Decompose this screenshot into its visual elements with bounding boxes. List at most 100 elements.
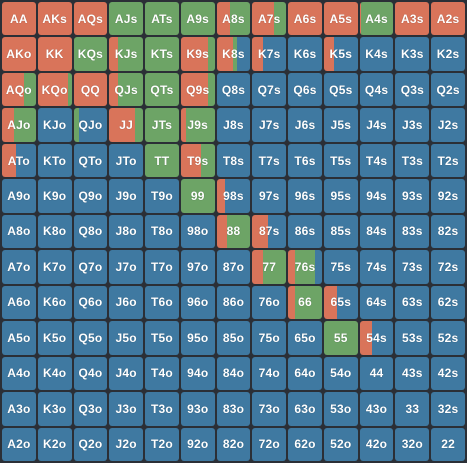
hand-cell[interactable]: 33 [395, 392, 430, 426]
hand-cell[interactable]: 88 [216, 214, 251, 249]
hand-cell[interactable]: T4o [145, 356, 179, 391]
hand-cell[interactable]: K8o [37, 214, 72, 249]
hand-cell[interactable]: 32s [431, 392, 465, 426]
hand-cell[interactable]: Q7o [73, 250, 108, 284]
hand-cell[interactable]: T7s [252, 143, 287, 178]
hand-cell[interactable]: QJs [109, 72, 144, 107]
hand-cell[interactable]: K4o [37, 356, 72, 391]
hand-cell[interactable]: 93o [180, 392, 215, 426]
hand-cell[interactable]: 86s [288, 214, 322, 249]
hand-cell[interactable]: 55 [323, 321, 358, 355]
hand-cell[interactable]: K6s [288, 37, 322, 71]
hand-cell[interactable]: K5o [37, 321, 72, 355]
hand-cell[interactable]: A5s [323, 2, 358, 36]
hand-cell[interactable]: T5s [323, 143, 358, 178]
hand-cell[interactable]: 74o [252, 356, 287, 391]
hand-cell[interactable]: 64o [288, 356, 322, 391]
hand-cell[interactable]: 84s [359, 214, 394, 249]
hand-cell[interactable]: JTs [145, 108, 179, 142]
hand-cell[interactable]: T4s [359, 143, 394, 178]
hand-cell[interactable]: 77 [252, 250, 287, 284]
hand-cell[interactable]: 64s [359, 285, 394, 320]
hand-cell[interactable]: Q4o [73, 356, 108, 391]
hand-cell[interactable]: AQo [2, 72, 36, 107]
hand-cell[interactable]: Q5o [73, 321, 108, 355]
hand-cell[interactable]: 87s [252, 214, 287, 249]
hand-cell[interactable]: T9s [180, 143, 215, 178]
hand-cell[interactable]: J3o [109, 392, 144, 426]
hand-cell[interactable]: 42o [359, 427, 394, 461]
hand-cell[interactable]: Q9o [73, 179, 108, 213]
hand-cell[interactable]: T8s [216, 143, 251, 178]
hand-cell[interactable]: T3o [145, 392, 179, 426]
hand-cell[interactable]: ATo [2, 143, 36, 178]
hand-cell[interactable]: 63s [395, 285, 430, 320]
hand-cell[interactable]: Q2s [431, 72, 465, 107]
hand-cell[interactable]: A9s [180, 2, 215, 36]
hand-cell[interactable]: J6s [288, 108, 322, 142]
hand-cell[interactable]: K7o [37, 250, 72, 284]
hand-cell[interactable]: T8o [145, 214, 179, 249]
hand-cell[interactable]: J8o [109, 214, 144, 249]
hand-cell[interactable]: JJ [109, 108, 144, 142]
hand-cell[interactable]: AKo [2, 37, 36, 71]
hand-cell[interactable]: K8s [216, 37, 251, 71]
hand-cell[interactable]: 75s [323, 250, 358, 284]
hand-cell[interactable]: K7s [252, 37, 287, 71]
hand-cell[interactable]: 83o [216, 392, 251, 426]
hand-cell[interactable]: 42s [431, 356, 465, 391]
hand-cell[interactable]: A4o [2, 356, 36, 391]
hand-cell[interactable]: T6o [145, 285, 179, 320]
hand-cell[interactable]: A3o [2, 392, 36, 426]
hand-cell[interactable]: 72o [252, 427, 287, 461]
hand-cell[interactable]: 86o [216, 285, 251, 320]
hand-cell[interactable]: A7o [2, 250, 36, 284]
hand-cell[interactable]: K9o [37, 179, 72, 213]
hand-cell[interactable]: 87o [216, 250, 251, 284]
hand-cell[interactable]: 96o [180, 285, 215, 320]
hand-cell[interactable]: KQs [73, 37, 108, 71]
hand-cell[interactable]: 96s [288, 179, 322, 213]
hand-cell[interactable]: J7s [252, 108, 287, 142]
hand-cell[interactable]: K5s [323, 37, 358, 71]
hand-cell[interactable]: AA [2, 2, 36, 36]
hand-cell[interactable]: 93s [395, 179, 430, 213]
hand-cell[interactable]: 76s [288, 250, 322, 284]
hand-cell[interactable]: Q6o [73, 285, 108, 320]
hand-cell[interactable]: J5s [323, 108, 358, 142]
hand-cell[interactable]: 32o [395, 427, 430, 461]
hand-cell[interactable]: A4s [359, 2, 394, 36]
hand-cell[interactable]: 54o [323, 356, 358, 391]
hand-cell[interactable]: K3o [37, 392, 72, 426]
hand-cell[interactable]: 52s [431, 321, 465, 355]
hand-cell[interactable]: T6s [288, 143, 322, 178]
hand-cell[interactable]: Q5s [323, 72, 358, 107]
hand-cell[interactable]: J2s [431, 108, 465, 142]
hand-cell[interactable]: 83s [395, 214, 430, 249]
hand-cell[interactable]: A8o [2, 214, 36, 249]
hand-cell[interactable]: A3s [395, 2, 430, 36]
hand-cell[interactable]: 53s [395, 321, 430, 355]
hand-cell[interactable]: T3s [395, 143, 430, 178]
hand-cell[interactable]: A8s [216, 2, 251, 36]
hand-cell[interactable]: 73o [252, 392, 287, 426]
hand-cell[interactable]: QTo [73, 143, 108, 178]
hand-cell[interactable]: K2s [431, 37, 465, 71]
hand-cell[interactable]: Q3o [73, 392, 108, 426]
hand-cell[interactable]: AQs [73, 2, 108, 36]
hand-cell[interactable]: A6o [2, 285, 36, 320]
hand-cell[interactable]: K6o [37, 285, 72, 320]
hand-cell[interactable]: J9s [180, 108, 215, 142]
hand-cell[interactable]: 72s [431, 250, 465, 284]
hand-cell[interactable]: A5o [2, 321, 36, 355]
hand-cell[interactable]: 82s [431, 214, 465, 249]
hand-cell[interactable]: T5o [145, 321, 179, 355]
hand-cell[interactable]: Q7s [252, 72, 287, 107]
hand-cell[interactable]: 75o [252, 321, 287, 355]
hand-cell[interactable]: 65o [288, 321, 322, 355]
hand-cell[interactable]: J7o [109, 250, 144, 284]
hand-cell[interactable]: 94o [180, 356, 215, 391]
hand-cell[interactable]: Q4s [359, 72, 394, 107]
hand-cell[interactable]: 43o [359, 392, 394, 426]
hand-cell[interactable]: 85s [323, 214, 358, 249]
